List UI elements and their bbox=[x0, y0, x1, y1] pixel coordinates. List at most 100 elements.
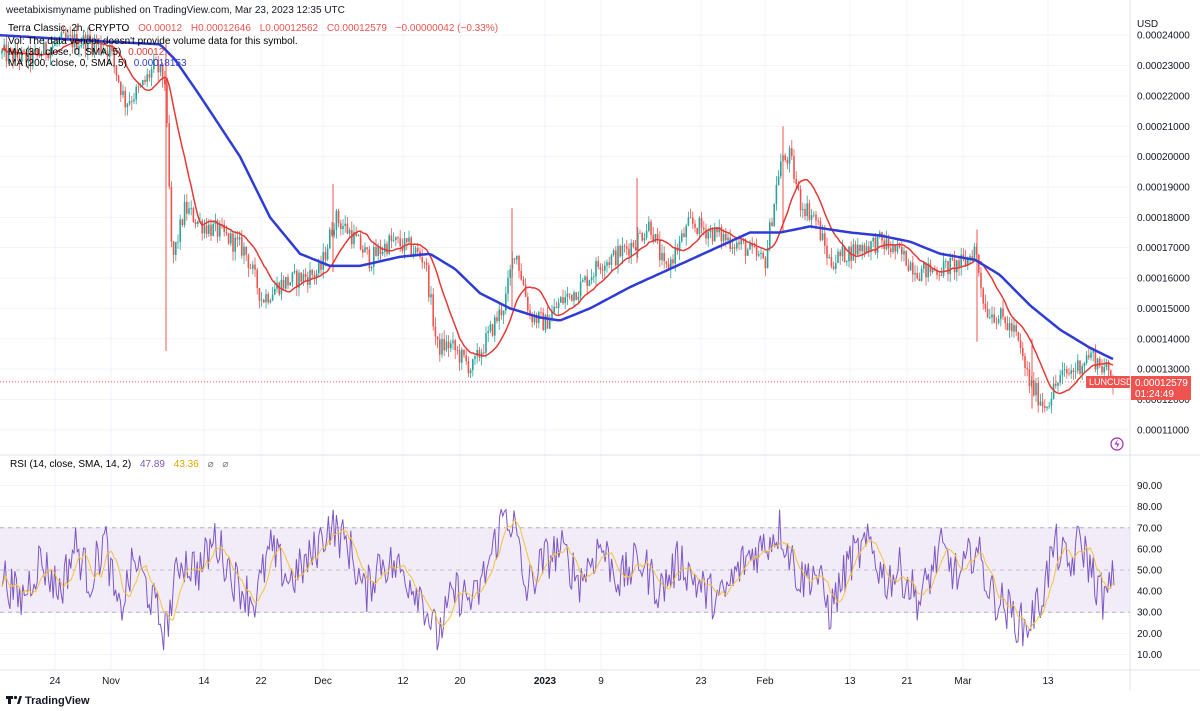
candle-body bbox=[542, 312, 544, 331]
candle-body bbox=[439, 339, 441, 355]
candle-body bbox=[828, 256, 830, 258]
candle-body bbox=[621, 245, 624, 257]
candle-body bbox=[205, 225, 208, 234]
candle-body bbox=[137, 86, 140, 88]
candle-body bbox=[1110, 370, 1112, 378]
time-axis[interactable]: 24 Nov 14 22 Dec 12 20 2023 9 23 Feb 13 21 Mar 13 bbox=[49, 676, 1054, 687]
candle-body bbox=[568, 293, 571, 295]
time-tick-label: 13 bbox=[1042, 676, 1054, 687]
currency-label: USD bbox=[1137, 19, 1158, 30]
time-tick-label: 9 bbox=[598, 676, 604, 687]
candle-body bbox=[564, 297, 566, 304]
candle-body bbox=[102, 50, 104, 52]
candle-body bbox=[579, 281, 582, 297]
publisher-line: weetabixismyname published on TradingVie… bbox=[5, 5, 345, 16]
time-tick-label: Nov bbox=[102, 676, 120, 687]
candle-body bbox=[1059, 375, 1061, 383]
candle-body bbox=[467, 361, 470, 374]
candle-body bbox=[546, 314, 549, 329]
candle-body bbox=[854, 244, 857, 255]
candle-body bbox=[414, 248, 417, 254]
svg-text:RSI (14, close, SMA, 14, 2): RSI (14, close, SMA, 14, 2) 47.89 43.36 … bbox=[10, 459, 228, 470]
candle-body bbox=[62, 32, 65, 34]
candle-body bbox=[496, 317, 498, 322]
candle-body bbox=[1083, 362, 1086, 367]
candle-body bbox=[408, 237, 410, 242]
candle-body bbox=[344, 223, 346, 226]
alert-lightning-icon[interactable] bbox=[1110, 437, 1124, 451]
candle-body bbox=[1039, 401, 1042, 406]
candle-body bbox=[1013, 325, 1015, 332]
candle-body bbox=[1017, 331, 1020, 341]
candle-body bbox=[43, 42, 45, 55]
candle-body bbox=[879, 232, 881, 235]
candle-body bbox=[364, 247, 366, 253]
candle-body bbox=[903, 250, 905, 255]
candle-body bbox=[1085, 355, 1088, 363]
ma30-label: MA (30, close, 0, SMA, 5) bbox=[8, 47, 121, 58]
candle-body bbox=[263, 299, 265, 303]
candle-body bbox=[80, 45, 82, 47]
candle-body bbox=[857, 244, 859, 255]
time-tick-label: 23 bbox=[695, 676, 707, 687]
candle-body bbox=[997, 319, 1000, 323]
price-axis[interactable]: 0.00024000 0.00023000 0.00022000 0.00021000… bbox=[1137, 31, 1190, 437]
candle-body bbox=[104, 50, 107, 52]
candle-body bbox=[584, 276, 586, 281]
candle-body bbox=[179, 219, 181, 242]
candle-body bbox=[643, 237, 646, 241]
candle-body bbox=[758, 254, 760, 256]
candle-body bbox=[238, 237, 241, 240]
candle-body bbox=[652, 235, 654, 243]
candle-body bbox=[153, 58, 155, 70]
candle-body bbox=[445, 341, 448, 351]
candle-body bbox=[89, 34, 91, 40]
candle-body bbox=[962, 254, 965, 259]
candle-body bbox=[434, 326, 437, 337]
candle-body bbox=[984, 303, 987, 309]
candle-body bbox=[1048, 405, 1050, 407]
candle-body bbox=[843, 246, 846, 263]
candle-body bbox=[760, 252, 762, 255]
candle-body bbox=[780, 161, 782, 177]
candle-body bbox=[553, 306, 555, 313]
candle-body bbox=[27, 49, 30, 63]
candle-body bbox=[353, 232, 355, 245]
candle-body bbox=[720, 227, 723, 242]
tradingview-logo[interactable]: TradingView bbox=[6, 695, 90, 707]
candle-body bbox=[832, 266, 835, 269]
candle-body bbox=[566, 293, 569, 298]
candle-body bbox=[650, 221, 652, 236]
candle-body bbox=[401, 246, 404, 251]
candle-body bbox=[498, 309, 500, 322]
candle-body bbox=[417, 248, 419, 252]
symbol-legend: Terra Classic, 2h, CRYPTO O0.00012 H0.00… bbox=[8, 23, 498, 69]
time-tick-label: 2023 bbox=[534, 676, 557, 687]
candle-body bbox=[868, 246, 870, 253]
candle-body bbox=[817, 220, 819, 222]
candle-body bbox=[516, 255, 518, 260]
candle-body bbox=[227, 233, 230, 244]
candle-body bbox=[762, 252, 764, 259]
candle-body bbox=[700, 217, 703, 228]
candle-body bbox=[331, 229, 333, 236]
candle-body bbox=[788, 148, 791, 164]
rsi-ma-value: 43.36 bbox=[174, 459, 199, 470]
candle-body bbox=[450, 343, 452, 349]
candle-body bbox=[619, 245, 621, 257]
candle-body bbox=[637, 233, 639, 250]
candle-body bbox=[124, 90, 126, 108]
candle-body bbox=[634, 247, 637, 250]
candle-body bbox=[291, 272, 294, 283]
ma30-value: 0.00012... bbox=[128, 47, 172, 58]
candle-body bbox=[887, 239, 890, 249]
price-tick-label: 0.00019000 bbox=[1137, 182, 1190, 193]
candle-body bbox=[685, 225, 687, 238]
candle-body bbox=[502, 310, 505, 316]
candle-body bbox=[472, 359, 474, 371]
candle-body bbox=[1041, 401, 1044, 407]
rsi-settings-icon: ⌀ bbox=[222, 459, 228, 470]
rsi-axis[interactable]: 90.00 80.00 70.00 60.00 50.00 40.00 30.00 20.00… bbox=[1137, 481, 1162, 661]
candle-body bbox=[806, 203, 808, 217]
